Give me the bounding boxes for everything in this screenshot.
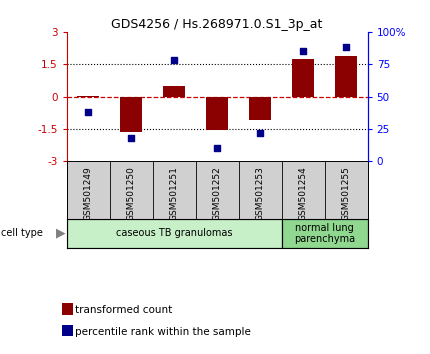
- Bar: [62, 325, 74, 336]
- Text: GSM501250: GSM501250: [127, 166, 135, 221]
- Bar: [77, 96, 99, 97]
- Bar: [335, 56, 357, 97]
- Bar: [282, 219, 368, 248]
- Text: GSM501253: GSM501253: [256, 166, 264, 221]
- Point: [257, 130, 264, 136]
- Text: cell type: cell type: [1, 228, 43, 238]
- Point: [300, 48, 307, 54]
- Text: normal lung
parenchyma: normal lung parenchyma: [294, 223, 355, 244]
- Bar: [62, 303, 74, 315]
- Bar: [292, 59, 314, 97]
- Bar: [206, 97, 228, 130]
- Text: GSM501255: GSM501255: [342, 166, 350, 221]
- Bar: [163, 86, 185, 97]
- Text: GSM501249: GSM501249: [84, 166, 92, 221]
- Text: GSM501254: GSM501254: [299, 166, 307, 221]
- Text: percentile rank within the sample: percentile rank within the sample: [75, 327, 251, 337]
- Point: [343, 45, 350, 50]
- Point: [128, 135, 135, 141]
- Point: [214, 145, 221, 151]
- Point: [171, 58, 178, 63]
- Text: caseous TB granulomas: caseous TB granulomas: [116, 228, 232, 238]
- Text: ▶: ▶: [55, 227, 65, 240]
- Text: GSM501251: GSM501251: [170, 166, 178, 221]
- Bar: [120, 97, 142, 132]
- Bar: [67, 219, 282, 248]
- Bar: [249, 97, 271, 120]
- Text: GSM501252: GSM501252: [213, 166, 221, 221]
- Text: transformed count: transformed count: [75, 305, 172, 315]
- Title: GDS4256 / Hs.268971.0.S1_3p_at: GDS4256 / Hs.268971.0.S1_3p_at: [111, 18, 323, 31]
- Point: [85, 109, 92, 115]
